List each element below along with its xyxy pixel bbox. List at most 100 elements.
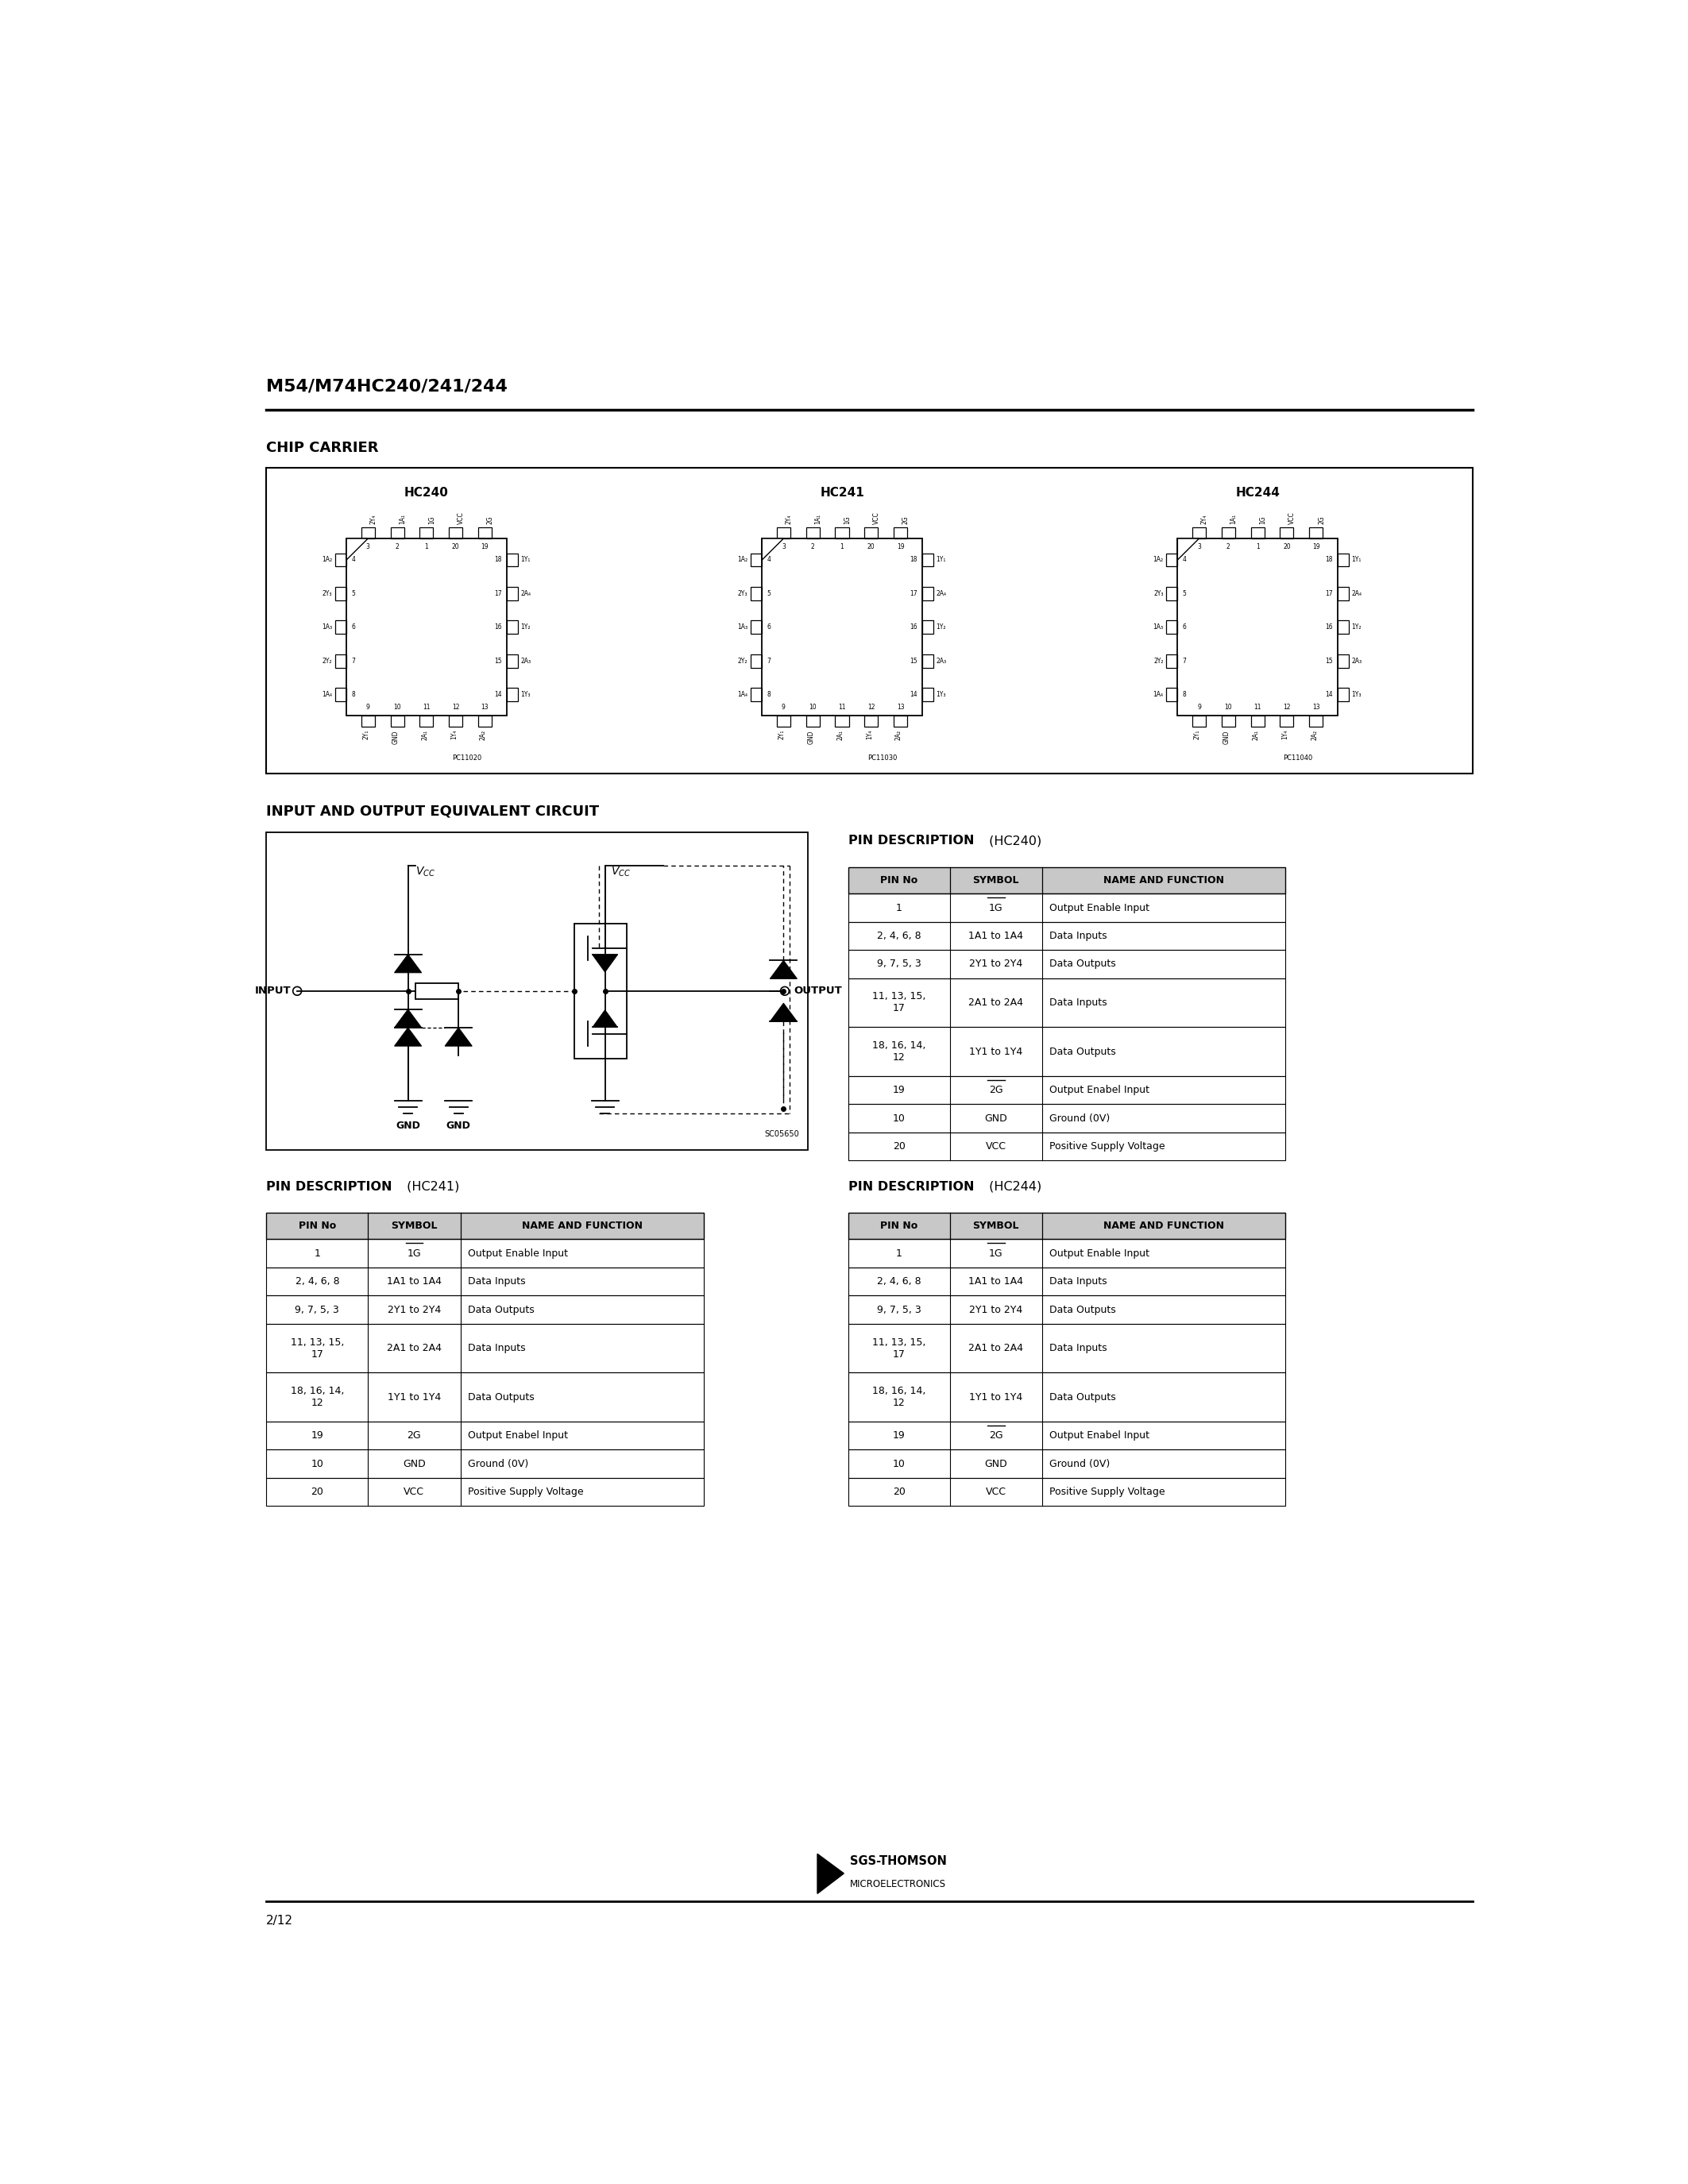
Text: 4: 4: [1183, 557, 1187, 563]
Text: 1A₄: 1A₄: [738, 690, 748, 699]
Bar: [267, 1212, 704, 1238]
Bar: [847, 1295, 1285, 1324]
Bar: [267, 1238, 704, 1267]
Text: 8: 8: [351, 690, 354, 699]
Bar: [1280, 529, 1293, 539]
Text: 15: 15: [495, 657, 501, 664]
Text: 6: 6: [766, 625, 771, 631]
Text: 1A₁: 1A₁: [815, 513, 822, 524]
Polygon shape: [817, 1854, 844, 1894]
Bar: [1337, 553, 1349, 566]
Text: SYMBOL: SYMBOL: [392, 1221, 437, 1232]
Text: HC240: HC240: [405, 487, 449, 498]
Bar: [420, 529, 434, 539]
Bar: [1166, 620, 1178, 633]
Text: 18: 18: [910, 557, 917, 563]
Text: INPUT AND OUTPUT EQUIVALENT CIRCUIT: INPUT AND OUTPUT EQUIVALENT CIRCUIT: [267, 804, 599, 819]
Text: 18: 18: [1325, 557, 1332, 563]
Text: 2A₄: 2A₄: [937, 590, 947, 596]
Text: (HC244): (HC244): [984, 1182, 1041, 1192]
Text: PC11040: PC11040: [1283, 753, 1313, 762]
Bar: [922, 688, 933, 701]
Text: 9: 9: [782, 703, 785, 712]
Text: HC244: HC244: [1236, 487, 1280, 498]
Bar: [420, 716, 434, 727]
Bar: [847, 950, 1285, 978]
Text: 8: 8: [1183, 690, 1187, 699]
Text: 1A1 to 1A4: 1A1 to 1A4: [969, 930, 1023, 941]
Text: 2A1 to 2A4: 2A1 to 2A4: [387, 1343, 442, 1354]
Text: 2Y₃: 2Y₃: [1153, 590, 1163, 596]
Text: Output Enable Input: Output Enable Input: [468, 1249, 567, 1258]
Bar: [267, 1324, 704, 1372]
Text: 1Y1 to 1Y4: 1Y1 to 1Y4: [969, 1046, 1023, 1057]
Bar: [267, 832, 809, 1151]
Text: 1A₁: 1A₁: [1231, 513, 1237, 524]
Text: M54/M74HC240/241/244: M54/M74HC240/241/244: [267, 378, 508, 393]
Text: PIN No: PIN No: [879, 1221, 918, 1232]
Text: Data Inputs: Data Inputs: [1050, 998, 1107, 1007]
Text: PC11030: PC11030: [868, 753, 898, 762]
Text: 2: 2: [395, 544, 398, 550]
Bar: [336, 553, 346, 566]
Bar: [449, 529, 463, 539]
Bar: [1166, 653, 1178, 668]
Text: 1A₁: 1A₁: [398, 513, 407, 524]
Text: 1A₃: 1A₃: [738, 625, 748, 631]
Text: 1Y1 to 1Y4: 1Y1 to 1Y4: [969, 1391, 1023, 1402]
Text: 17: 17: [1325, 590, 1332, 596]
Text: 7: 7: [351, 657, 354, 664]
Text: 4: 4: [351, 557, 354, 563]
Bar: [922, 653, 933, 668]
Bar: [1166, 587, 1178, 601]
Text: GND: GND: [984, 1459, 1008, 1470]
Text: 17: 17: [910, 590, 917, 596]
Text: 2A₄: 2A₄: [520, 590, 532, 596]
Text: 1A1 to 1A4: 1A1 to 1A4: [969, 1275, 1023, 1286]
Text: Data Inputs: Data Inputs: [1050, 1275, 1107, 1286]
Bar: [1178, 539, 1337, 716]
Text: 20: 20: [868, 544, 874, 550]
Bar: [922, 587, 933, 601]
Text: 2Y1 to 2Y4: 2Y1 to 2Y4: [969, 959, 1023, 970]
Bar: [836, 716, 849, 727]
Text: 13: 13: [481, 703, 490, 712]
Text: VCC: VCC: [986, 1142, 1006, 1151]
Text: 14: 14: [495, 690, 501, 699]
Text: 2A₃: 2A₃: [1352, 657, 1362, 664]
Text: 10: 10: [893, 1114, 905, 1123]
Text: 1Y₃: 1Y₃: [937, 690, 947, 699]
Text: 20: 20: [1283, 544, 1291, 550]
Text: 6: 6: [351, 625, 354, 631]
Bar: [847, 1450, 1285, 1479]
Bar: [847, 1422, 1285, 1450]
Text: 1Y₁: 1Y₁: [937, 557, 945, 563]
Bar: [267, 1479, 704, 1507]
Bar: [336, 688, 346, 701]
Text: 5: 5: [351, 590, 354, 596]
Bar: [751, 653, 761, 668]
Text: 3: 3: [1197, 544, 1202, 550]
Text: 9: 9: [366, 703, 370, 712]
Text: 20: 20: [311, 1487, 324, 1496]
Text: 2A₂: 2A₂: [479, 729, 486, 740]
Text: 1G: 1G: [844, 515, 851, 524]
Text: VCC: VCC: [986, 1487, 1006, 1496]
Bar: [847, 1105, 1285, 1131]
Text: VCC: VCC: [403, 1487, 424, 1496]
Text: 2G: 2G: [486, 515, 495, 524]
Bar: [1310, 716, 1323, 727]
Text: Ground (0V): Ground (0V): [468, 1459, 528, 1470]
Text: 1A₄: 1A₄: [1153, 690, 1163, 699]
Text: 2G: 2G: [407, 1431, 422, 1441]
Text: SYMBOL: SYMBOL: [972, 1221, 1020, 1232]
Bar: [478, 716, 491, 727]
Text: MICROELECTRONICS: MICROELECTRONICS: [851, 1878, 947, 1889]
Polygon shape: [592, 954, 618, 972]
Text: SGS-THOMSON: SGS-THOMSON: [851, 1854, 947, 1867]
Bar: [776, 529, 790, 539]
Bar: [847, 922, 1285, 950]
Text: 9: 9: [1197, 703, 1202, 712]
Text: 1: 1: [1256, 544, 1259, 550]
Bar: [415, 983, 459, 998]
